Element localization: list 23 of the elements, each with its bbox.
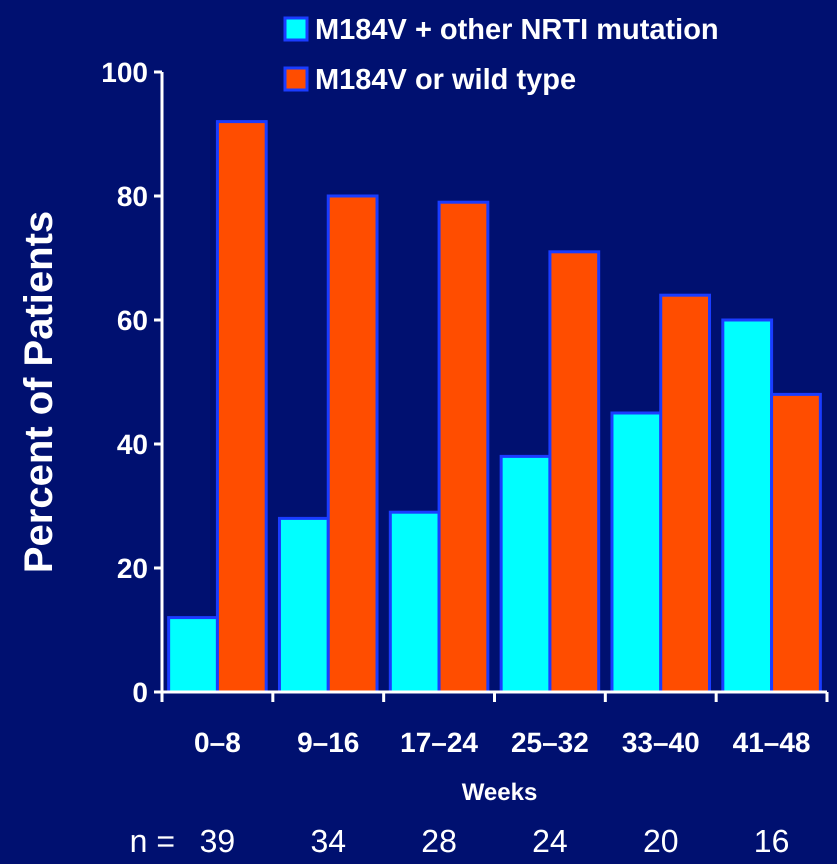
y-tick-label: 20	[116, 552, 148, 584]
text: 34	[310, 823, 346, 859]
x-axis-title: Weeks	[462, 779, 538, 806]
text: 16	[754, 823, 790, 859]
y-axis-title: Percent of Patients	[17, 210, 61, 574]
x-tick-label: 17–24	[400, 727, 478, 758]
x-tick-label: 9–16	[297, 727, 360, 758]
y-tick-label: 40	[116, 428, 148, 460]
x-tick-label: 25–32	[510, 727, 589, 758]
x-tick-label: 41–48	[732, 727, 811, 758]
text: n =	[130, 823, 175, 859]
text: 24	[532, 823, 568, 859]
x-tick-label: 33–40	[622, 727, 700, 758]
y-tick-label: 60	[116, 304, 148, 336]
legend-label: M184V or wild type	[315, 64, 576, 96]
y-tick-label: 0	[132, 676, 148, 708]
legend-label: M184V + other NRTI mutation	[315, 14, 719, 46]
x-tick-label: 0–8	[194, 727, 241, 758]
text: 39	[200, 823, 236, 859]
text: 20	[642, 823, 679, 859]
y-tick-label: 80	[116, 180, 148, 212]
y-tick-label: 100	[101, 56, 148, 88]
text: 28	[421, 823, 457, 859]
